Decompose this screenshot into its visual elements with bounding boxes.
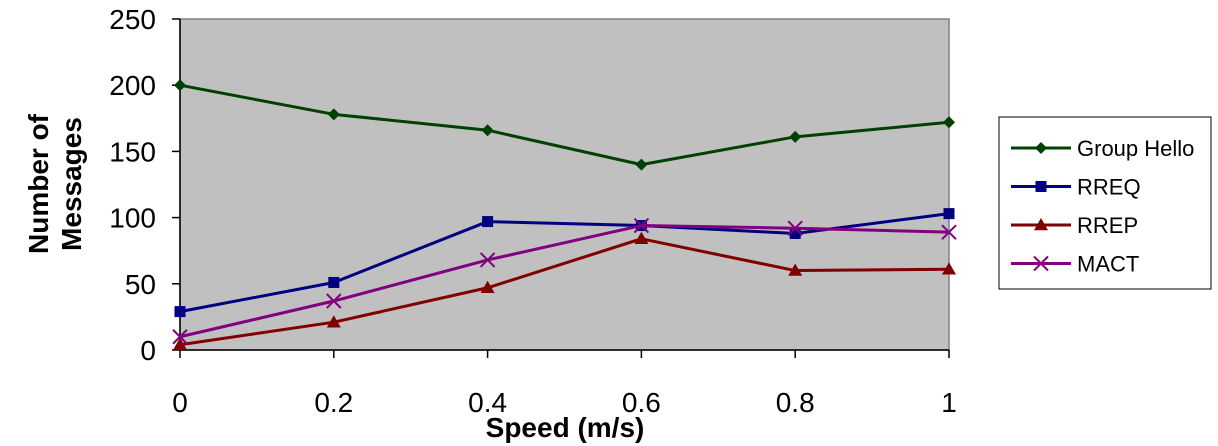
x-tick-label: 0.6 xyxy=(622,387,661,418)
data-point-group-hello xyxy=(789,130,802,143)
data-point-rrep xyxy=(634,231,649,245)
legend-box xyxy=(998,116,1212,290)
y-tick-label: 100 xyxy=(109,203,156,234)
series-mact xyxy=(172,217,957,345)
legend-marker xyxy=(1033,255,1049,272)
legend-label: RREP xyxy=(1077,213,1138,238)
plot-area xyxy=(179,18,950,351)
legend-item-group-hello: Group Hello xyxy=(1011,136,1194,161)
data-point-mact xyxy=(479,252,496,268)
data-point-rrep xyxy=(326,315,341,328)
y-axis-title: Number of Messages xyxy=(23,113,87,254)
data-point-group-hello xyxy=(635,158,648,171)
legend-item-rrep: RREP xyxy=(1011,213,1138,238)
legend-marker xyxy=(1034,218,1048,231)
y-tick-label: 250 xyxy=(109,4,156,35)
series-layer xyxy=(172,79,957,350)
data-point-group-hello xyxy=(943,116,955,129)
data-point-mact xyxy=(941,224,957,240)
data-point-rreq xyxy=(943,208,955,220)
data-point-rrep xyxy=(173,337,187,350)
data-point-mact xyxy=(326,293,342,309)
legend-marker xyxy=(1035,142,1047,154)
series-line-mact xyxy=(179,224,950,339)
series-rrep xyxy=(173,231,956,350)
y-tick-label: 0 xyxy=(140,335,156,366)
data-point-rrep xyxy=(480,280,495,294)
data-point-rreq xyxy=(789,227,801,239)
data-point-rrep xyxy=(788,263,803,276)
legend-item-rreq: RREQ xyxy=(1011,175,1141,200)
data-point-rrep xyxy=(942,262,956,275)
legend-label: MACT xyxy=(1077,252,1139,277)
legend: Group Hello RREQ RREP MACT xyxy=(998,116,1212,290)
y-axis-title-line-2: Messages xyxy=(56,117,87,251)
y-tick-label: 150 xyxy=(109,136,156,167)
axes: 0 50 100 150 200 250 0 0.2 0.4 0.6 0.8 1 xyxy=(109,4,957,418)
y-tick-label: 200 xyxy=(109,70,156,101)
x-tick-label: 1 xyxy=(941,387,957,418)
legend-marker xyxy=(1035,181,1047,192)
x-axis-title: Speed (m/s) xyxy=(486,412,645,443)
y-axis-title-line-1: Number of xyxy=(23,113,54,254)
x-tick-label: 0 xyxy=(172,387,188,418)
data-point-group-hello xyxy=(327,108,340,121)
data-point-rreq xyxy=(482,216,494,228)
data-point-group-hello xyxy=(174,79,186,92)
legend-label: RREQ xyxy=(1077,175,1141,200)
x-tick-label: 0.4 xyxy=(468,387,507,418)
data-point-group-hello xyxy=(481,124,494,137)
data-point-mact xyxy=(172,329,188,345)
legend-label: Group Hello xyxy=(1077,136,1194,161)
y-tick-label: 50 xyxy=(125,269,156,300)
series-line-group-hello xyxy=(179,83,950,167)
series-line-rrep xyxy=(179,237,950,347)
series-group-hello xyxy=(174,79,955,171)
data-point-rreq xyxy=(174,306,186,318)
x-tick-label: 0.2 xyxy=(314,387,353,418)
x-tick-label: 0.8 xyxy=(776,387,815,418)
legend-item-mact: MACT xyxy=(1011,252,1139,277)
data-point-mact xyxy=(787,220,803,236)
data-point-rreq xyxy=(328,276,340,288)
data-point-mact xyxy=(633,217,650,234)
